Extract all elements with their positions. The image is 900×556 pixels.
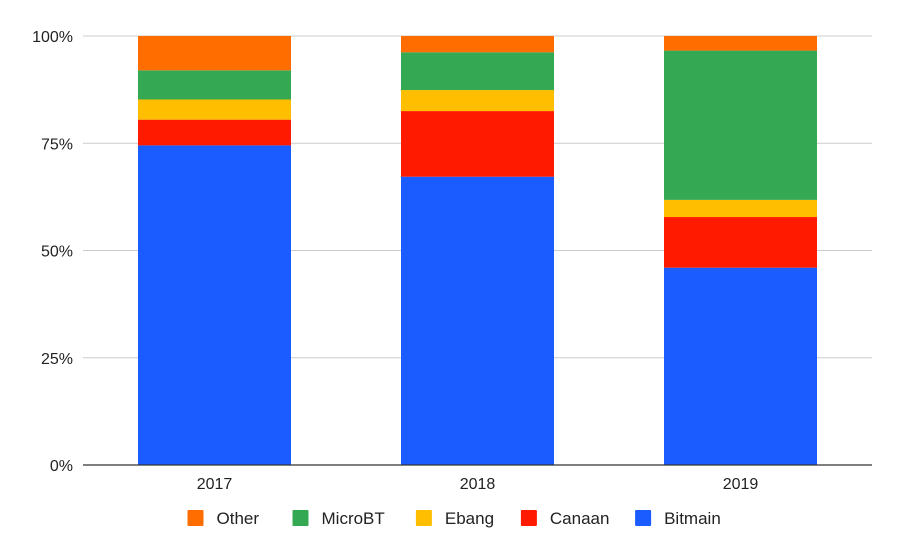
- legend-swatch-other: [187, 510, 204, 526]
- bar-segment-microbt: [664, 50, 817, 200]
- y-tick-label: 50%: [41, 244, 73, 261]
- legend-label-canaan: Canaan: [550, 509, 610, 528]
- bar-segment-microbt: [401, 52, 554, 91]
- y-axis-tick-labels: 0% 25% 50% 75% 100%: [32, 29, 73, 475]
- y-tick-label: 75%: [41, 136, 73, 153]
- x-tick-label: 2018: [460, 476, 496, 493]
- legend-label-ebang: Ebang: [445, 509, 494, 528]
- bar-segment-other: [664, 36, 817, 51]
- legend-swatch-ebang: [415, 510, 432, 526]
- bars: [138, 36, 817, 465]
- y-tick-label: 25%: [41, 351, 73, 368]
- bar-segment-other: [138, 36, 291, 71]
- legend-swatch-canaan: [520, 510, 537, 526]
- bar-segment-other: [401, 36, 554, 53]
- x-tick-label: 2017: [197, 476, 233, 493]
- legend-label-microbt: MicroBT: [322, 509, 385, 528]
- bar-segment-ebang: [401, 90, 554, 112]
- x-tick-label: 2019: [723, 476, 759, 493]
- y-tick-label: 0%: [50, 458, 73, 475]
- y-tick-label: 100%: [32, 29, 73, 46]
- x-axis-tick-labels: 2017 2018 2019: [197, 476, 759, 493]
- bar-segment-canaan: [138, 119, 291, 146]
- bar-segment-bitmain: [664, 267, 817, 465]
- legend: Other MicroBT Ebang Canaan Bitmain: [187, 509, 721, 528]
- legend-swatch-microbt: [292, 510, 309, 526]
- bar-segment-canaan: [664, 217, 817, 268]
- legend-label-other: Other: [217, 509, 260, 528]
- bar-segment-microbt: [138, 70, 291, 100]
- legend-label-bitmain: Bitmain: [664, 509, 721, 528]
- bar-segment-bitmain: [401, 176, 554, 465]
- bar-segment-bitmain: [138, 145, 291, 465]
- bar-segment-canaan: [401, 111, 554, 177]
- bar-segment-ebang: [664, 199, 817, 218]
- bar-segment-ebang: [138, 99, 291, 120]
- legend-swatch-bitmain: [635, 510, 652, 526]
